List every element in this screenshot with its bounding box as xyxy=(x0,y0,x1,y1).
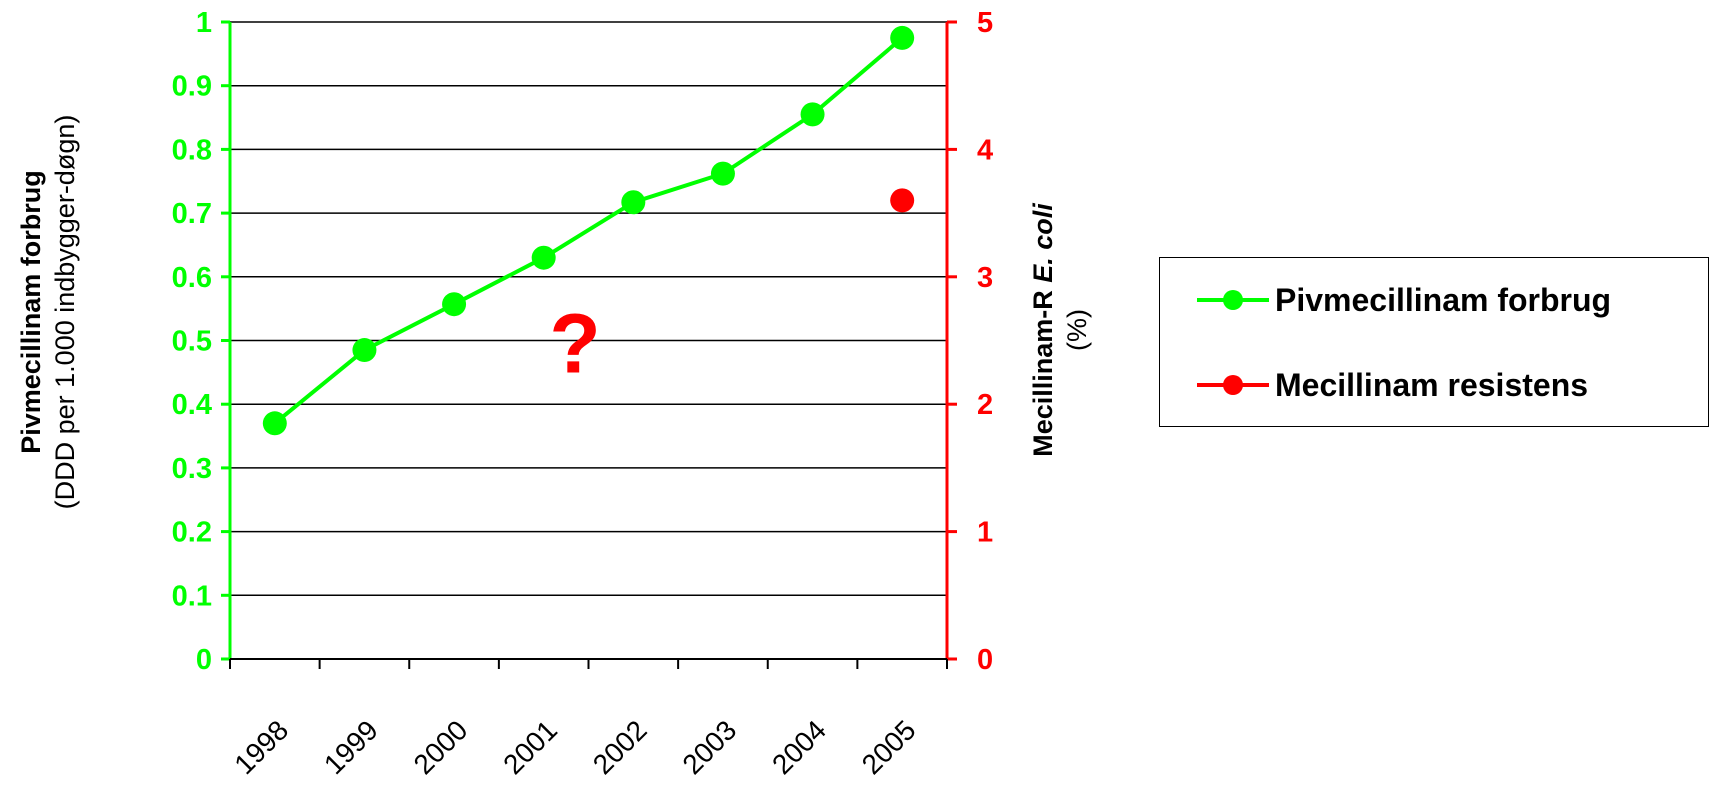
left-tick-label: 0.6 xyxy=(172,262,212,294)
right-tick-label: 5 xyxy=(977,7,993,39)
right-axis-title-italic: E. coli xyxy=(1028,203,1058,283)
left-tick-label: 0.4 xyxy=(172,389,212,421)
legend-swatch-red xyxy=(1197,365,1269,405)
left-tick-label: 0.8 xyxy=(172,134,212,166)
legend-label: Pivmecillinam forbrug xyxy=(1275,281,1612,318)
question-mark-annotation: ? xyxy=(549,296,600,390)
data-point xyxy=(352,338,377,363)
x-tick-label: 2003 xyxy=(676,714,742,780)
right-axis-title-unit: (%) xyxy=(1062,309,1092,352)
legend: Pivmecillinam forbrug Mecillinam resiste… xyxy=(1159,257,1709,427)
left-tick-label: 0.3 xyxy=(172,453,212,485)
legend-item-pivmecillinam: Pivmecillinam forbrug xyxy=(1160,280,1611,320)
data-point xyxy=(890,188,915,213)
legend-swatch-green xyxy=(1197,280,1269,320)
left-axis-title-bold: Pivmecillinam forbrug xyxy=(16,170,46,454)
right-tick-label: 2 xyxy=(977,389,993,421)
x-tick-label: 2004 xyxy=(766,714,832,780)
x-tick-label: 2000 xyxy=(408,714,474,780)
right-tick-label: 3 xyxy=(977,262,993,294)
x-tick-label: 1998 xyxy=(228,714,294,780)
left-tick-label: 0.9 xyxy=(172,71,212,103)
left-tick-label: 1 xyxy=(196,7,212,39)
x-tick-label: 2001 xyxy=(497,714,563,780)
right-tick-label: 0 xyxy=(977,644,993,676)
annotation-layer: ? xyxy=(549,296,600,390)
x-axis-ticks: 1998 1999 2000 2001 2002 2003 2004 2005 xyxy=(228,659,948,780)
left-axis-title-unit: (DDD per 1.000 indbygger-døgn) xyxy=(50,114,80,510)
data-point xyxy=(262,411,287,436)
right-axis-title-bold: Mecillinam-R E. coli xyxy=(1026,203,1060,457)
x-tick-label: 2002 xyxy=(587,714,653,780)
series-layer xyxy=(262,25,915,436)
right-axis-title-prefix: Mecillinam-R xyxy=(1028,282,1058,457)
data-point xyxy=(531,245,556,270)
data-point xyxy=(710,161,735,186)
legend-label: Mecillinam resistens xyxy=(1275,366,1589,403)
left-tick-label: 0.7 xyxy=(172,198,212,230)
data-point xyxy=(800,102,825,127)
right-tick-label: 1 xyxy=(977,517,993,549)
left-tick-label: 0.1 xyxy=(172,580,212,612)
left-tick-label: 0 xyxy=(196,644,212,676)
data-point xyxy=(442,292,467,317)
right-tick-label: 4 xyxy=(977,134,993,166)
gridlines xyxy=(230,21,947,597)
x-tick-label: 2005 xyxy=(856,714,922,780)
x-tick-label: 1999 xyxy=(318,714,384,780)
left-axis-ticks: 0 0.1 0.2 0.3 0.4 0.5 0.6 0.7 0.8 0.9 1 xyxy=(172,7,230,676)
data-point xyxy=(890,25,915,50)
legend-item-mecillinam: Mecillinam resistens xyxy=(1160,365,1588,405)
series-line-0 xyxy=(273,36,904,425)
left-tick-label: 0.2 xyxy=(172,517,212,549)
left-tick-label: 0.5 xyxy=(172,326,212,358)
data-point xyxy=(621,190,646,215)
right-axis-ticks: 0 1 2 3 4 5 xyxy=(947,7,993,676)
